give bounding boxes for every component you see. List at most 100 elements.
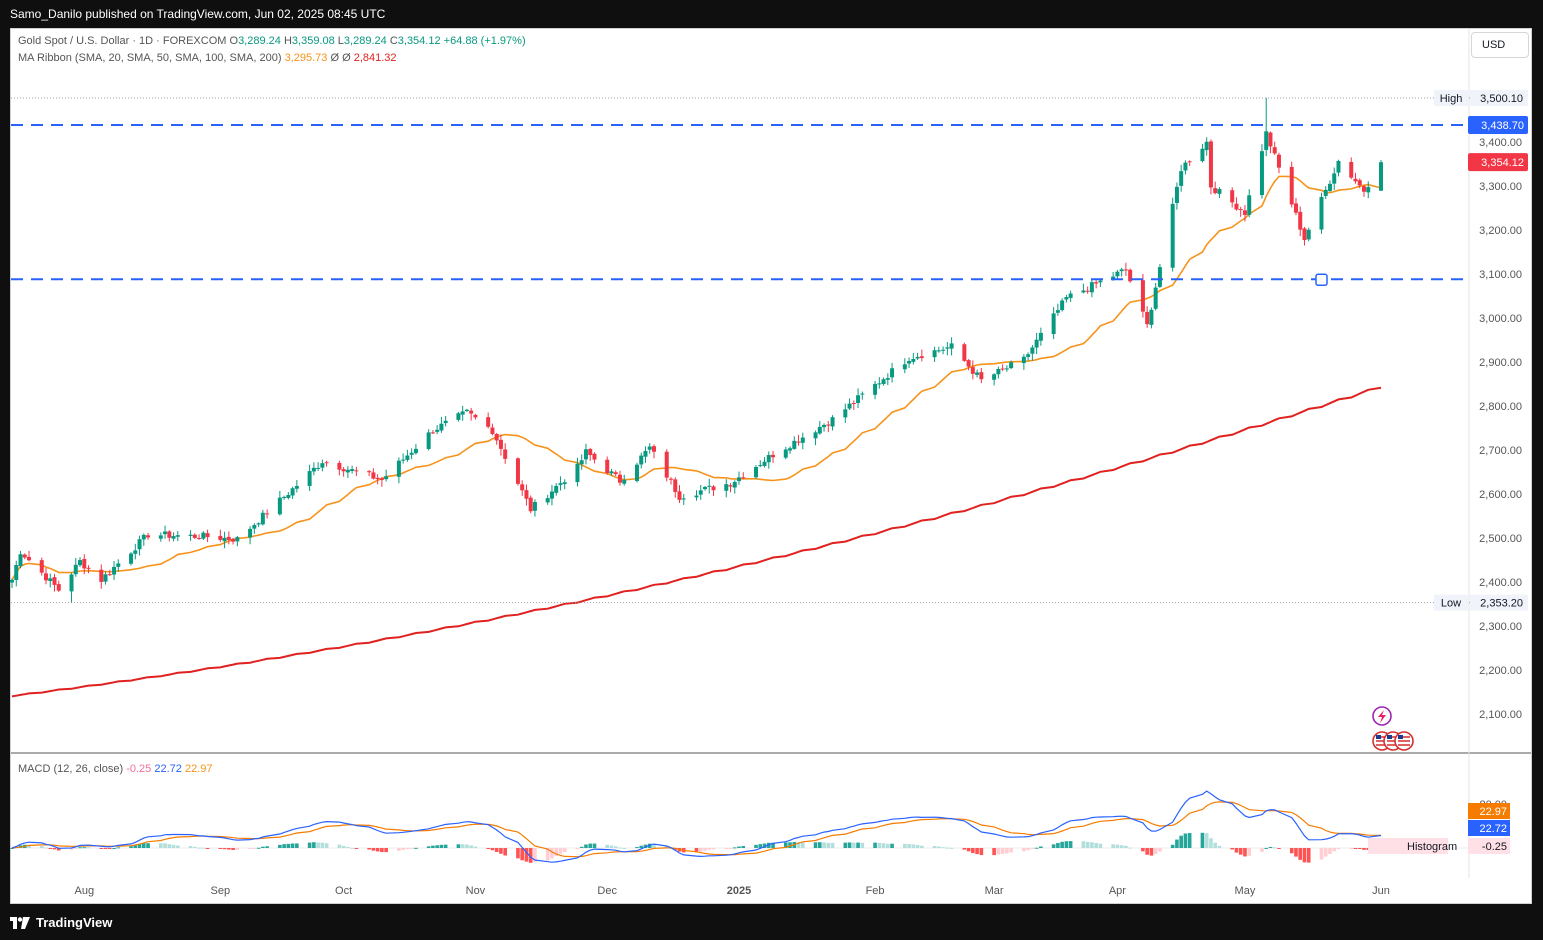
candle-body (1247, 195, 1252, 215)
candle-body (473, 414, 478, 418)
candle-body (851, 403, 856, 405)
candle-body (792, 440, 797, 449)
candle-body (741, 477, 746, 479)
candle-body (337, 462, 342, 470)
histogram-bar (235, 848, 240, 850)
histogram-bar (592, 843, 597, 848)
candle (14, 560, 19, 587)
candle (1259, 144, 1264, 199)
candle-body (554, 485, 559, 493)
histogram-bar (771, 842, 775, 848)
candle-body (970, 367, 975, 374)
candle-body (1119, 269, 1124, 272)
currency-button[interactable]: USD (1471, 32, 1529, 58)
candle (265, 509, 270, 519)
candle-body (1353, 178, 1358, 182)
histogram-bar (817, 842, 822, 848)
candle-body (975, 372, 980, 375)
candle-body (99, 569, 104, 582)
histogram-bar (1268, 846, 1273, 848)
candle (375, 474, 380, 485)
candle (902, 358, 907, 374)
candle (915, 352, 920, 360)
candle-body (1213, 188, 1218, 194)
macd-tag-label: Signal (1432, 806, 1463, 818)
high-value: 3,500.10 (1480, 93, 1523, 105)
candle (881, 377, 886, 386)
candle (788, 446, 793, 454)
candle (290, 486, 295, 499)
candle (341, 467, 346, 477)
candle-body (1357, 180, 1362, 186)
candle (10, 578, 14, 588)
time-tick-label: Jun (1372, 885, 1390, 897)
candle-body (1264, 131, 1269, 150)
histogram-bar (146, 843, 150, 848)
histogram-bar (1209, 838, 1213, 848)
tradingview-logo[interactable]: TradingView (10, 915, 112, 930)
chart-frame[interactable] (10, 28, 1532, 904)
candle (1268, 131, 1273, 154)
candle-body (703, 486, 708, 490)
histogram-bar (907, 844, 911, 848)
candle (350, 465, 355, 474)
histogram-bar (711, 848, 716, 850)
candle (286, 492, 291, 500)
candle (1085, 286, 1090, 294)
histogram-bar (550, 848, 554, 859)
histogram-bar (456, 844, 461, 848)
candle-body (1068, 293, 1073, 298)
candle (771, 450, 776, 463)
candle (783, 446, 788, 460)
candle-body (737, 477, 742, 482)
candle-body (771, 454, 776, 458)
candle (737, 471, 742, 485)
candle-body (133, 550, 138, 554)
candle (490, 423, 495, 436)
candle (486, 412, 491, 429)
candle-body (532, 501, 537, 511)
candle-body (167, 531, 172, 538)
candle-body (1004, 368, 1009, 370)
histogram-bar (231, 848, 235, 850)
candle-body (116, 563, 121, 567)
candle (1179, 164, 1184, 192)
candle-body (664, 451, 669, 478)
candle (1238, 206, 1243, 217)
histogram-bar (248, 848, 252, 850)
candle-body (1259, 151, 1264, 196)
candle-body (1276, 154, 1281, 168)
histogram-bar (159, 843, 163, 848)
candle (354, 466, 359, 476)
histogram-bar (1243, 848, 1247, 857)
candle-body (1085, 290, 1090, 292)
histogram-bar (694, 848, 699, 853)
histogram-bar (405, 848, 410, 850)
candle-body (668, 478, 673, 480)
candle-body (201, 532, 206, 539)
candle (592, 452, 597, 464)
time-tick-label: Aug (74, 885, 94, 897)
histogram-bar (78, 847, 82, 849)
candle (99, 564, 104, 589)
candle-body (800, 437, 805, 443)
candle (907, 357, 912, 368)
histogram-bar (201, 847, 206, 849)
histogram-bar (503, 848, 507, 856)
candle (617, 470, 622, 486)
histogram-bar (1128, 847, 1132, 849)
candle-body (73, 564, 78, 575)
candle (371, 468, 376, 480)
candle (856, 388, 861, 409)
price-tick-label: 2,200.00 (1479, 665, 1522, 677)
candle-body (503, 449, 508, 459)
candle (664, 449, 669, 482)
us-flag-canton-icon (1376, 735, 1381, 739)
time-tick-label: 2025 (727, 885, 751, 897)
candle (949, 337, 954, 356)
histogram-bar (1204, 833, 1209, 848)
candle-body (409, 452, 414, 455)
candle-body (724, 484, 729, 491)
histogram-bar (1153, 848, 1158, 855)
